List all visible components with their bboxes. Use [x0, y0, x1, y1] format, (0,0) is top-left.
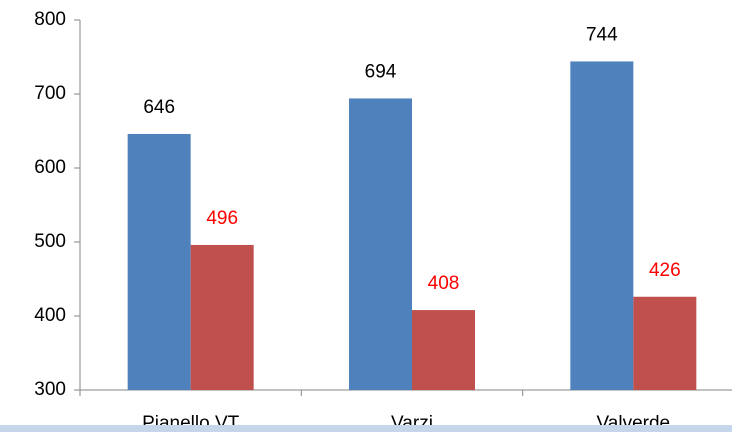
data-label: 426 [649, 260, 681, 281]
y-tick-label: 600 [34, 157, 66, 178]
y-tick-label: 300 [34, 379, 66, 400]
y-tick-label: 800 [34, 9, 66, 30]
data-label: 408 [428, 273, 460, 294]
bar [190, 244, 254, 390]
bar [633, 296, 697, 390]
bar [412, 310, 475, 390]
bottom-bar [0, 425, 732, 432]
y-tick-label: 500 [34, 231, 66, 252]
y-tick-label: 400 [34, 305, 66, 326]
bar [127, 133, 191, 390]
y-tick-label: 700 [34, 83, 66, 104]
data-label: 744 [586, 24, 618, 45]
bar [349, 98, 412, 390]
data-label: 496 [206, 208, 238, 229]
data-label: 646 [143, 97, 175, 118]
data-label: 694 [365, 61, 397, 82]
bar [570, 61, 634, 390]
